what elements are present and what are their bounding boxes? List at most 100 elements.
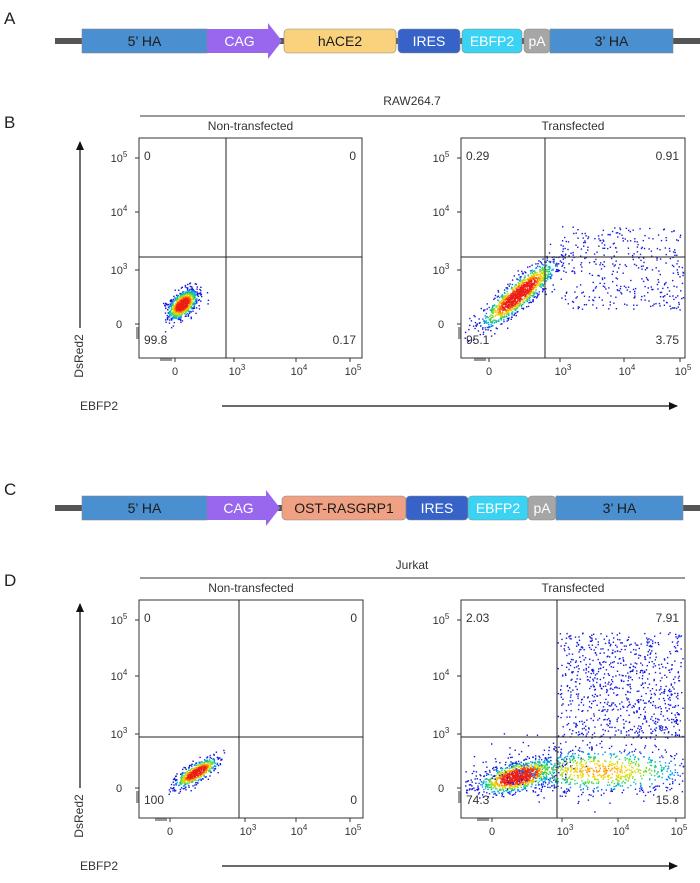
event-dot [531,295,533,297]
event-dot [582,782,584,785]
event-dot [223,749,225,752]
event-dot [565,769,567,771]
event-dot [514,305,517,308]
event-dot [194,300,196,303]
event-dot [612,780,614,782]
event-dot [490,321,493,324]
event-dot [577,777,579,779]
event-dot [609,234,611,236]
event-dot [514,295,516,297]
event-dot [667,775,670,778]
event-dot [525,785,527,787]
event-dot [173,300,176,302]
event-dot [519,296,521,298]
event-dot [557,766,559,768]
event-dot [615,232,618,234]
event-dot [559,755,562,757]
event-dot [503,307,505,309]
event-dot [174,309,176,311]
y-axis-title: DsRed2 [72,794,86,838]
event-dot [505,306,507,308]
event-dot [197,775,199,777]
event-dot [517,292,520,294]
event-dot [663,768,665,770]
event-dot [611,767,613,770]
event-dot [194,787,196,789]
event-dot [516,295,518,297]
event-dot [527,779,530,781]
event-dot [639,228,641,230]
event-dot [672,295,674,297]
event-dot [594,811,596,813]
event-dot [551,767,554,770]
event-dot [560,748,562,751]
event-dot [515,767,517,769]
event-dot [517,310,519,313]
event-dots [464,226,685,343]
event-dot [546,765,548,767]
event-dot [517,766,520,768]
event-dot [491,306,493,309]
event-dot [512,302,515,304]
event-dot [634,778,636,781]
event-dot [505,310,507,312]
event-dot [169,313,172,315]
event-dot [634,290,636,293]
event-dot [189,770,191,773]
event-dot [199,288,201,291]
event-dot [666,302,668,304]
event-dot [544,782,547,784]
event-dot [511,756,513,758]
event-dot [219,763,222,766]
event-dot [527,266,529,268]
x-tick-label: 105 [675,363,692,378]
event-dot [508,313,510,315]
event-dot [517,778,519,780]
event-dot [172,308,174,310]
event-dot [522,775,525,778]
event-dot [532,287,534,289]
event-dot [565,271,567,273]
event-dot [546,759,548,761]
event-dot [190,775,192,777]
event-dot [182,768,184,771]
event-dot [207,303,209,305]
event-dot [177,302,179,304]
event-dot [542,258,544,260]
event-dot [633,758,636,761]
event-dot [580,270,583,272]
event-dot [520,293,523,295]
event-dot [604,759,606,762]
event-dot [634,287,637,290]
event-dot [527,285,529,288]
event-dot [540,262,543,264]
event-dot [483,322,486,324]
event-dot [600,775,602,777]
event-dot [497,291,500,293]
event-dot [651,269,654,271]
event-dot [643,771,645,773]
event-dot [550,276,552,278]
event-dot [557,751,559,753]
event-dot [641,777,643,780]
event-dot [655,267,657,269]
event-dot [546,269,548,271]
event-dot [592,281,594,284]
event-dot [213,765,216,767]
event-dot [522,768,524,771]
event-dot [201,295,203,298]
quadrant-label-lower-right: 0.17 [333,333,357,347]
event-dot [518,753,520,755]
event-dot [485,785,488,787]
event-dot [658,785,660,787]
event-dot [601,242,603,244]
event-dot [498,313,500,315]
event-dot [184,782,186,784]
event-dot [573,771,575,773]
event-dot [471,788,473,791]
event-dot [632,258,634,261]
event-dot [513,307,516,309]
event-dot [193,778,195,781]
event-dot [588,747,591,749]
event-dot [174,312,177,314]
